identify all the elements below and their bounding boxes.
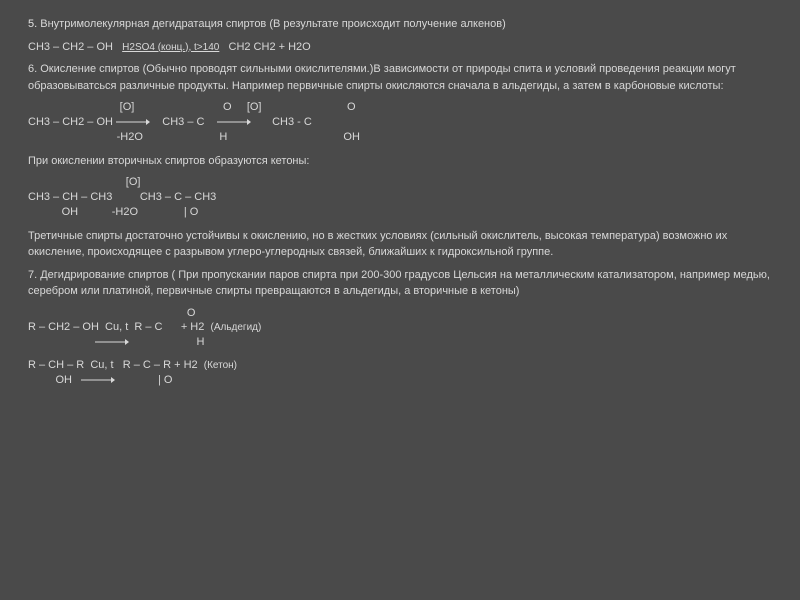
- reaction-arrow-icon: [95, 337, 129, 347]
- scheme-line: OH: [28, 374, 81, 386]
- section-6-tertiary-note: Третичные спирты достаточно устойчивы к …: [28, 228, 772, 261]
- scheme-line: OH -H2O | O: [28, 206, 198, 218]
- reaction-arrow-icon: [217, 117, 251, 127]
- section-7-scheme-1: O R – CH2 – OH Cu, t R – C + H2 (Альдеги…: [28, 306, 772, 351]
- scheme-line: O: [28, 307, 195, 319]
- scheme-line: CH3 – C: [150, 116, 217, 128]
- section-6-scheme-1: [O] O [O] O CH3 – CH2 – OH CH3 – C CH3 -…: [28, 100, 772, 145]
- scheme-line: [O]: [28, 176, 140, 188]
- section-7-title: 7. Дегидрирование спиртов ( При пропуска…: [28, 267, 772, 300]
- section-5-title: 5. Внутримолекулярная дегидратация спирт…: [28, 16, 772, 33]
- section-number: 5.: [28, 18, 37, 30]
- section-6-secondary-note: При окислении вторичных спиртов образуют…: [28, 153, 772, 170]
- ketone-label: (Кетон): [204, 360, 237, 371]
- scheme-line: H: [129, 336, 204, 348]
- eq-right: CH2 CH2 + H2O: [229, 41, 311, 53]
- scheme-line: [O] O [O] O: [28, 101, 356, 113]
- section-6-scheme-2: [O] CH3 – CH – CH3 CH3 – C – CH3 OH -H2O…: [28, 175, 772, 220]
- scheme-line: CH3 – CH2 – OH: [28, 116, 116, 128]
- reaction-arrow-icon: [116, 117, 150, 127]
- eq-condition: H2SO4 (конц.), t>140: [122, 42, 219, 53]
- scheme-line: CH3 - C: [251, 116, 312, 128]
- scheme-line: [28, 336, 95, 348]
- document-page: 5. Внутримолекулярная дегидратация спирт…: [0, 0, 800, 388]
- section-6-title: 6. Окисление спиртов (Обычно проводят си…: [28, 61, 772, 94]
- eq-left: CH3 – CH2 – OH: [28, 41, 113, 53]
- section-5-text: Внутримолекулярная дегидратация спиртов …: [40, 18, 506, 30]
- section-7-scheme-2: R – CH – R Cu, t R – C – R + H2 (Кетон) …: [28, 358, 772, 388]
- scheme-line: CH3 – CH – CH3 CH3 – C – CH3: [28, 191, 216, 203]
- scheme-line: R – CH2 – OH Cu, t R – C + H2: [28, 321, 210, 333]
- reaction-arrow-icon: [81, 375, 115, 385]
- aldehyde-label: (Альдегид): [210, 322, 261, 333]
- scheme-line: -H2O H OH: [28, 131, 360, 143]
- scheme-line: R – CH – R Cu, t R – C – R + H2: [28, 359, 204, 371]
- section-5-equation: CH3 – CH2 – OH H2SO4 (конц.), t>140 CH2 …: [28, 39, 772, 56]
- scheme-line: | O: [115, 374, 172, 386]
